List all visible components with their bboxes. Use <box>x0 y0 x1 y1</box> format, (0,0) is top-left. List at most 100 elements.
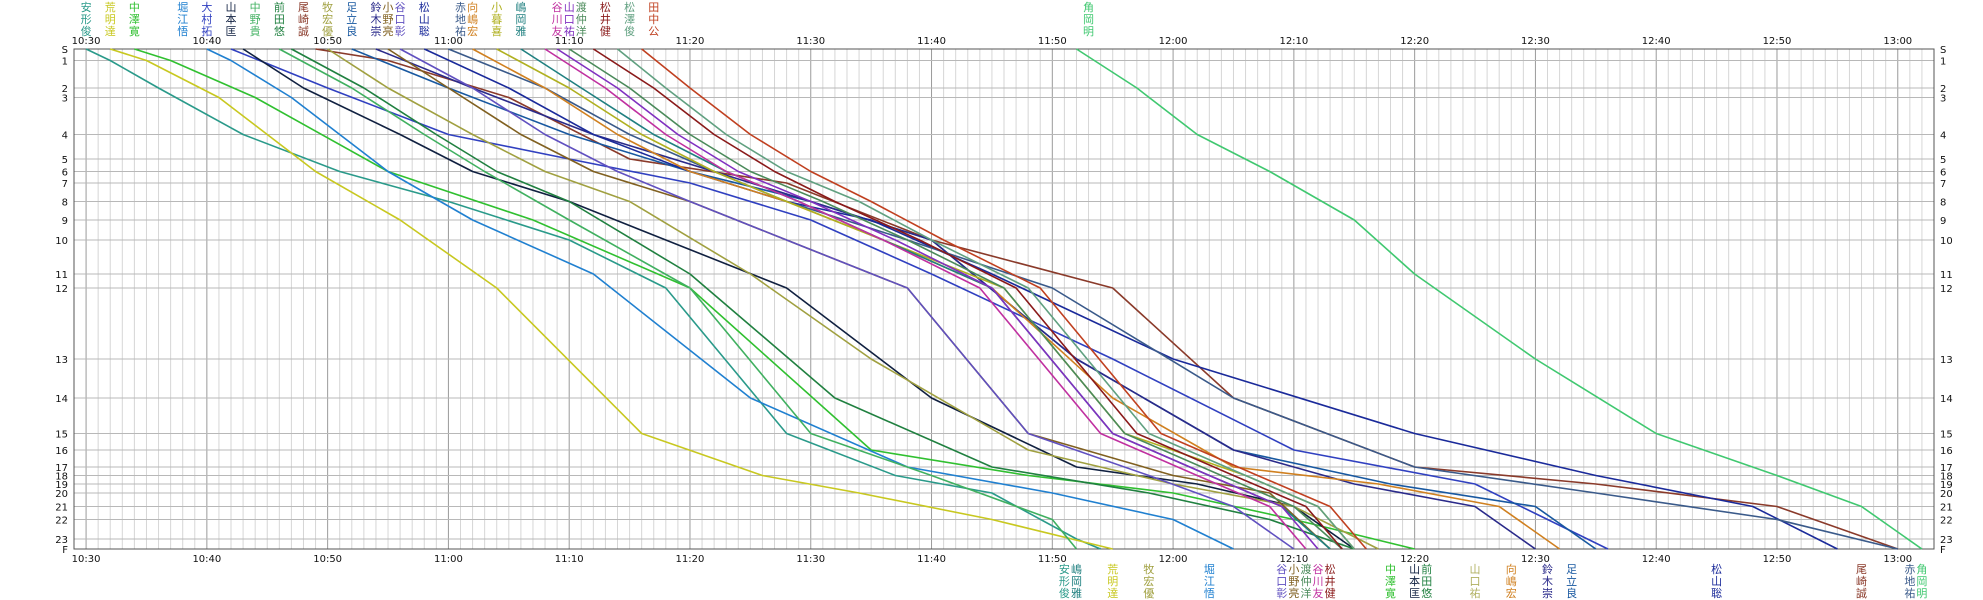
y-tick-label: 15 <box>55 430 68 441</box>
x-tick-label: 13:00 <box>1883 554 1912 565</box>
y-tick-label: 11 <box>1940 270 1953 281</box>
runner-name-label: 達 <box>1107 587 1118 600</box>
y-tick-label: 6 <box>62 168 68 179</box>
y-tick-label: 19 <box>1940 480 1953 491</box>
runner-name-label: 拓 <box>201 24 212 38</box>
series-line <box>399 48 1295 550</box>
plot-frame <box>73 48 1935 550</box>
y-tick-label: 5 <box>1940 155 1946 166</box>
runner-name-label: 良 <box>346 24 357 38</box>
runner-name-label: 松 <box>624 0 635 14</box>
runner-name-label: 暮 <box>491 12 502 26</box>
x-tick-label: 12:30 <box>1521 554 1550 565</box>
y-tick-label: 10 <box>55 236 68 247</box>
x-tick-label: 12:20 <box>1400 36 1429 47</box>
runner-name-label: 井 <box>1325 574 1336 588</box>
runner-name-label: 野 <box>1288 575 1299 588</box>
top-name-labels: 安形俊荒明達中澤寛堀江悟大村拓山本匡中野貴前田悠尾崎誠牧宏優足立良鈴木崇小野亮谷… <box>81 0 1094 38</box>
runner-name-label: 角 <box>1916 563 1927 576</box>
runner-name-label: 野 <box>250 13 261 26</box>
y-tick-label: 1 <box>1940 57 1946 68</box>
series-lines <box>85 48 1923 550</box>
y-tick-label: 21 <box>55 503 68 514</box>
x-tick-label: 12:00 <box>1159 554 1188 565</box>
y-tick-label: F <box>1940 545 1946 556</box>
runner-name-label: 寛 <box>129 24 140 38</box>
series-line <box>641 48 1367 550</box>
runner-name-label: 洋 <box>1300 586 1311 600</box>
y-tick-label: 21 <box>1940 503 1953 514</box>
runner-name-label: 匡 <box>226 25 237 38</box>
x-tick-label: 13:00 <box>1883 36 1912 47</box>
x-tick-label: 12:00 <box>1159 36 1188 47</box>
runner-name-label: 田 <box>1421 575 1432 588</box>
series-line <box>109 48 1113 550</box>
runner-name-label: 山 <box>419 13 430 26</box>
runner-name-label: 崎 <box>298 12 309 26</box>
x-tick-label: 10:30 <box>72 554 101 565</box>
y-tick-label: 6 <box>1940 168 1946 179</box>
runner-name-label: 聡 <box>1711 586 1722 600</box>
runner-name-label: 鈴 <box>1542 562 1553 576</box>
runner-name-label: 岡 <box>1071 575 1082 588</box>
x-tick-label: 12:50 <box>1763 554 1792 565</box>
runner-name-label: 荒 <box>1107 563 1118 576</box>
y-tick-label: 23 <box>1940 535 1953 546</box>
runner-name-label: 健 <box>600 25 611 38</box>
runner-name-label: 悟 <box>177 24 188 38</box>
runner-name-label: 松 <box>1325 562 1336 576</box>
x-tick-label: 12:20 <box>1400 554 1429 565</box>
runner-name-label: 祐 <box>564 25 575 38</box>
runner-name-label: 谷 <box>1276 563 1287 576</box>
runner-name-label: 優 <box>322 25 333 38</box>
x-tick-label: 11:40 <box>917 554 946 565</box>
runner-name-label: 仲 <box>576 12 587 26</box>
runner-name-label: 崇 <box>370 25 381 38</box>
runner-name-label: 雅 <box>1071 586 1082 600</box>
x-tick-label: 10:40 <box>192 36 221 47</box>
series-line <box>315 48 1899 550</box>
y-tick-label: 3 <box>1940 94 1946 105</box>
series-line <box>1076 48 1923 550</box>
runner-name-label: 安 <box>1059 562 1070 576</box>
x-tick-label: 11:00 <box>434 554 463 565</box>
series-line <box>230 48 1609 550</box>
runner-name-label: 誠 <box>298 25 309 38</box>
runner-name-label: 宏 <box>1143 574 1154 588</box>
runner-name-label: 堀 <box>177 1 188 14</box>
y-tick-label: 23 <box>55 535 68 546</box>
x-axis-bottom: 10:30 10:30 10:40 10:40 10:50 10:50 11:00 11:00… <box>72 36 1913 565</box>
runner-name-label: 尾 <box>298 1 309 14</box>
runner-name-label: 田 <box>274 13 285 26</box>
runner-name-label: 立 <box>346 12 357 26</box>
runner-name-label: 堀 <box>1204 563 1215 576</box>
runner-name-label: 澤 <box>1385 575 1396 588</box>
runner-name-label: 健 <box>1325 587 1336 600</box>
runner-name-label: 嶋 <box>467 12 478 26</box>
x-tick-label: 11:50 <box>1038 36 1067 47</box>
runner-name-label: 優 <box>1143 587 1154 600</box>
runner-name-label: 山 <box>226 1 237 14</box>
runner-name-label: 井 <box>600 12 611 26</box>
runner-name-label: 尾 <box>1856 563 1867 576</box>
runner-name-label: 崎 <box>1856 574 1867 588</box>
runner-name-label: 崇 <box>1542 587 1553 600</box>
series-line <box>206 48 1234 550</box>
runner-name-label: 向 <box>467 0 478 14</box>
runner-name-label: 聡 <box>419 24 430 38</box>
runner-name-label: 寛 <box>1385 586 1396 600</box>
runner-name-label: 野 <box>383 13 394 26</box>
runner-name-label: 小 <box>383 1 394 14</box>
runner-name-label: 悟 <box>1204 586 1215 600</box>
runner-name-label: 口 <box>395 13 406 26</box>
x-tick-label: 12:10 <box>1279 36 1308 47</box>
y-tick-label: 10 <box>1940 236 1953 247</box>
runner-name-label: 口 <box>1470 575 1481 588</box>
y-tick-label: 12 <box>55 284 68 295</box>
bottom-name-labels: 安形俊嶋岡雅荒明達牧宏優堀江悟谷口彰小野亮渡仲洋谷川友松井健中澤寛山本匡前田悠山… <box>1059 562 1928 600</box>
x-tick-label: 11:20 <box>676 554 705 565</box>
series-line <box>592 48 1343 550</box>
runner-name-label: 中 <box>648 13 659 26</box>
